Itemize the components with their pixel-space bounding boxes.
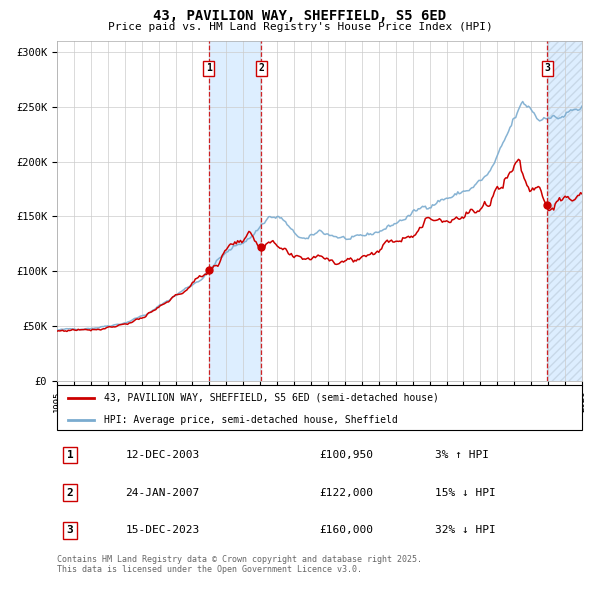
Text: 3: 3: [545, 64, 550, 73]
Text: 3% ↑ HPI: 3% ↑ HPI: [435, 450, 489, 460]
Text: 15-DEC-2023: 15-DEC-2023: [125, 526, 199, 535]
Text: 12-DEC-2003: 12-DEC-2003: [125, 450, 199, 460]
Text: Contains HM Land Registry data © Crown copyright and database right 2025.
This d: Contains HM Land Registry data © Crown c…: [57, 555, 422, 574]
Text: HPI: Average price, semi-detached house, Sheffield: HPI: Average price, semi-detached house,…: [104, 415, 398, 425]
Text: 24-JAN-2007: 24-JAN-2007: [125, 488, 199, 497]
Text: 1: 1: [67, 450, 74, 460]
Text: 15% ↓ HPI: 15% ↓ HPI: [435, 488, 496, 497]
Text: Price paid vs. HM Land Registry's House Price Index (HPI): Price paid vs. HM Land Registry's House …: [107, 22, 493, 32]
Text: 1: 1: [206, 64, 212, 73]
Bar: [547, 41, 582, 381]
Text: £160,000: £160,000: [320, 526, 373, 535]
Text: 43, PAVILION WAY, SHEFFIELD, S5 6ED (semi-detached house): 43, PAVILION WAY, SHEFFIELD, S5 6ED (sem…: [104, 393, 439, 402]
Text: 32% ↓ HPI: 32% ↓ HPI: [435, 526, 496, 535]
Text: £100,950: £100,950: [320, 450, 373, 460]
Bar: [209, 41, 262, 381]
Text: 2: 2: [259, 64, 265, 73]
Text: 3: 3: [67, 526, 74, 535]
Bar: [547, 41, 582, 381]
Text: £122,000: £122,000: [320, 488, 373, 497]
Text: 2: 2: [67, 488, 74, 497]
FancyBboxPatch shape: [57, 385, 582, 430]
Text: 43, PAVILION WAY, SHEFFIELD, S5 6ED: 43, PAVILION WAY, SHEFFIELD, S5 6ED: [154, 9, 446, 23]
